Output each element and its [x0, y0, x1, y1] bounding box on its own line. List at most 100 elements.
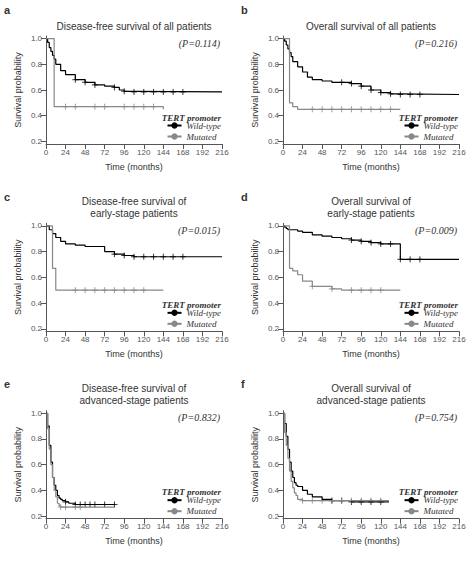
svg-text:24: 24: [61, 335, 70, 344]
svg-text:Mutated: Mutated: [423, 319, 454, 329]
svg-text:Mutated: Mutated: [186, 319, 217, 329]
svg-text:(P=0.009): (P=0.009): [415, 225, 458, 237]
svg-text:0.4: 0.4: [31, 486, 43, 495]
svg-text:(P=0.754): (P=0.754): [415, 412, 458, 424]
svg-text:1.0: 1.0: [31, 221, 43, 230]
svg-text:216: 216: [452, 148, 466, 157]
svg-text:Overall survival of: Overall survival of: [331, 383, 411, 394]
svg-text:120: 120: [137, 522, 151, 531]
svg-text:0.2: 0.2: [31, 324, 43, 333]
svg-text:144: 144: [157, 522, 171, 531]
svg-text:120: 120: [137, 335, 151, 344]
svg-text:120: 120: [374, 148, 388, 157]
svg-text:96: 96: [120, 522, 129, 531]
svg-text:72: 72: [100, 335, 109, 344]
svg-text:0.6: 0.6: [268, 86, 280, 95]
svg-text:0.6: 0.6: [268, 273, 280, 282]
svg-text:TERT promoter: TERT promoter: [162, 300, 222, 310]
svg-text:advanced-stage patients: advanced-stage patients: [317, 395, 426, 406]
svg-text:TERT promoter: TERT promoter: [399, 113, 459, 123]
svg-text:Mutated: Mutated: [186, 132, 217, 142]
svg-text:24: 24: [298, 522, 307, 531]
svg-text:96: 96: [357, 522, 366, 531]
svg-text:(P=0.015): (P=0.015): [178, 225, 221, 237]
svg-text:144: 144: [394, 335, 408, 344]
svg-text:Overall survival of all patien: Overall survival of all patients: [306, 21, 436, 32]
svg-text:Disease-free survival of all p: Disease-free survival of all patients: [56, 21, 211, 32]
svg-text:48: 48: [318, 522, 327, 531]
svg-text:Mutated: Mutated: [423, 132, 454, 142]
svg-text:120: 120: [374, 522, 388, 531]
svg-text:216: 216: [215, 522, 229, 531]
svg-text:0.2: 0.2: [31, 512, 43, 521]
svg-text:48: 48: [81, 148, 90, 157]
svg-text:72: 72: [337, 335, 346, 344]
svg-text:Time (months): Time (months): [342, 349, 400, 359]
svg-text:0: 0: [44, 522, 49, 531]
svg-text:0: 0: [44, 335, 49, 344]
svg-text:1.0: 1.0: [31, 409, 43, 418]
svg-text:Time (months): Time (months): [342, 536, 400, 546]
svg-text:144: 144: [394, 148, 408, 157]
svg-text:Time (months): Time (months): [105, 349, 163, 359]
svg-text:96: 96: [120, 148, 129, 157]
svg-text:48: 48: [81, 335, 90, 344]
svg-text:24: 24: [298, 148, 307, 157]
svg-text:0.4: 0.4: [268, 486, 280, 495]
svg-text:0.4: 0.4: [31, 299, 43, 308]
svg-text:168: 168: [413, 335, 427, 344]
svg-text:72: 72: [337, 148, 346, 157]
svg-text:168: 168: [176, 335, 190, 344]
svg-text:72: 72: [100, 522, 109, 531]
svg-text:168: 168: [176, 522, 190, 531]
svg-text:0.2: 0.2: [268, 324, 280, 333]
svg-text:48: 48: [81, 522, 90, 531]
svg-text:0.8: 0.8: [31, 434, 43, 443]
svg-text:0.6: 0.6: [31, 273, 43, 282]
svg-text:192: 192: [433, 522, 447, 531]
svg-text:0.2: 0.2: [268, 512, 280, 521]
svg-text:Survival probability: Survival probability: [13, 239, 23, 315]
svg-text:Mutated: Mutated: [186, 506, 217, 516]
svg-text:96: 96: [357, 335, 366, 344]
svg-text:Time (months): Time (months): [105, 536, 163, 546]
svg-text:168: 168: [176, 148, 190, 157]
svg-text:e: e: [4, 378, 10, 390]
svg-text:early-stage patients: early-stage patients: [90, 208, 177, 219]
svg-text:0: 0: [281, 148, 286, 157]
svg-text:Survival probability: Survival probability: [250, 52, 260, 128]
svg-text:(P=0.216): (P=0.216): [415, 38, 458, 50]
svg-text:Survival probability: Survival probability: [13, 52, 23, 128]
svg-text:Mutated: Mutated: [423, 506, 454, 516]
svg-text:Survival probability: Survival probability: [250, 239, 260, 315]
svg-text:48: 48: [318, 335, 327, 344]
svg-text:TERT promoter: TERT promoter: [162, 487, 222, 497]
svg-text:72: 72: [100, 148, 109, 157]
svg-text:192: 192: [433, 148, 447, 157]
svg-text:168: 168: [413, 522, 427, 531]
svg-text:0.6: 0.6: [31, 86, 43, 95]
svg-text:0.2: 0.2: [268, 137, 280, 146]
svg-text:b: b: [241, 4, 248, 16]
svg-text:c: c: [4, 191, 10, 203]
svg-text:0: 0: [281, 335, 286, 344]
svg-text:(P=0.114): (P=0.114): [179, 38, 221, 50]
svg-text:0: 0: [44, 148, 49, 157]
svg-text:TERT promoter: TERT promoter: [399, 487, 459, 497]
svg-text:48: 48: [318, 148, 327, 157]
svg-text:0.2: 0.2: [31, 137, 43, 146]
svg-text:0.6: 0.6: [31, 460, 43, 469]
svg-text:216: 216: [452, 335, 466, 344]
svg-text:Overall survival of: Overall survival of: [331, 196, 411, 207]
svg-text:Time (months): Time (months): [342, 162, 400, 172]
svg-text:144: 144: [394, 522, 408, 531]
svg-text:216: 216: [452, 522, 466, 531]
svg-text:1.0: 1.0: [268, 34, 280, 43]
svg-text:192: 192: [196, 335, 210, 344]
svg-text:72: 72: [337, 522, 346, 531]
svg-text:144: 144: [157, 335, 171, 344]
svg-text:0.8: 0.8: [268, 247, 280, 256]
svg-text:24: 24: [61, 522, 70, 531]
svg-text:0.4: 0.4: [268, 111, 280, 120]
svg-text:0.4: 0.4: [268, 299, 280, 308]
